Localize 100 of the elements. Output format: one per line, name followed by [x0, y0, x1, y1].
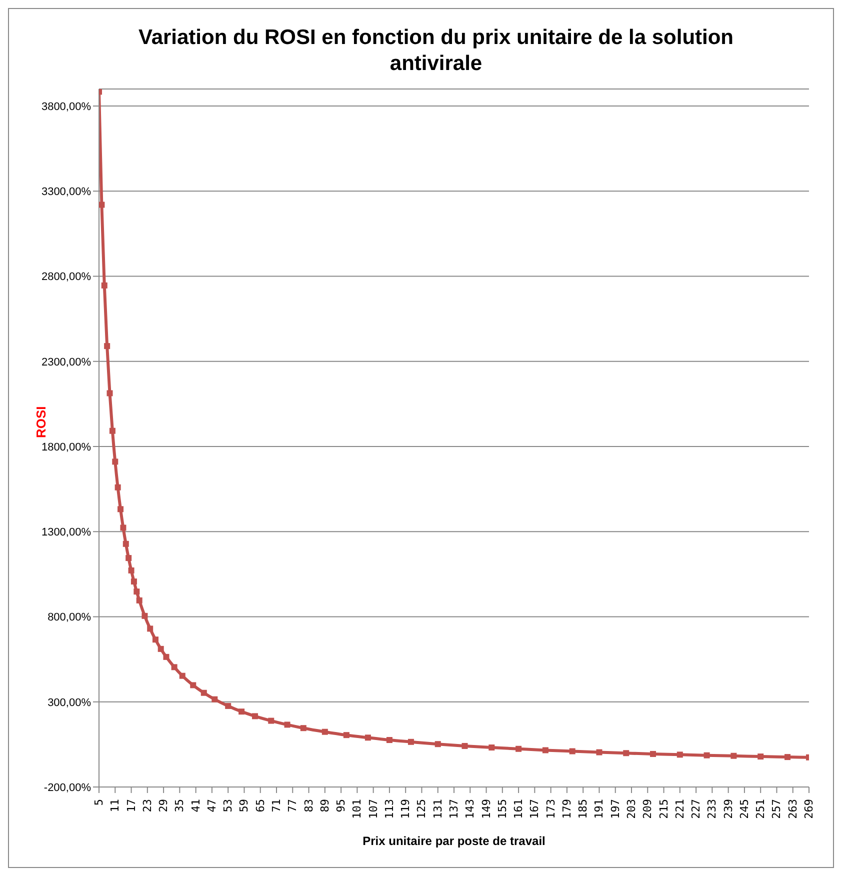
x-tick-label: 77	[286, 799, 300, 812]
point	[386, 737, 392, 744]
y-tick-label: 300,00%	[48, 696, 92, 709]
point	[596, 749, 602, 756]
point	[516, 746, 522, 752]
x-tick-label: 65	[254, 799, 267, 812]
x-tick-label: 179	[560, 799, 574, 819]
x-tick-label: 269	[802, 799, 816, 819]
x-tick-label: 245	[738, 799, 751, 819]
point	[623, 750, 630, 756]
x-tick-label: 5	[92, 799, 106, 806]
point	[109, 428, 116, 434]
point	[128, 567, 134, 574]
x-tick-label: 185	[576, 799, 590, 819]
x-tick-label: 191	[592, 799, 606, 819]
point	[322, 728, 328, 735]
point	[101, 282, 108, 288]
x-tick-label: 35	[173, 799, 186, 812]
x-tick-label: 11	[108, 799, 122, 812]
point	[147, 626, 154, 632]
point	[408, 738, 414, 745]
x-tick-label: 257	[770, 799, 784, 819]
x-tick-label: 173	[544, 799, 558, 819]
x-tick-label: 119	[399, 799, 412, 819]
y-tick-label: 3300,00%	[41, 186, 92, 198]
x-tick-label: 17	[124, 799, 138, 812]
x-tick-label: 113	[382, 799, 396, 819]
chart-title: Variation du ROSI en fonction du prix unitaire de la solution antivirale	[137, 25, 735, 77]
point	[758, 754, 764, 760]
point	[676, 752, 683, 758]
point	[225, 702, 232, 709]
point	[112, 458, 118, 465]
x-tick-label: 95	[334, 799, 348, 812]
x-tick-label: 233	[706, 799, 719, 819]
point	[130, 578, 137, 585]
x-tick-label: 137	[448, 799, 460, 819]
point	[114, 484, 121, 490]
point	[268, 718, 274, 724]
x-tick-label: 167	[528, 799, 542, 819]
point	[142, 612, 148, 619]
point	[136, 597, 142, 604]
point	[122, 540, 129, 547]
point	[434, 741, 441, 748]
point	[163, 654, 170, 660]
x-tick-label: 59	[238, 799, 251, 812]
point	[104, 343, 110, 350]
x-tick-label: 107	[366, 799, 380, 819]
y-tick-label: 3800,00%	[41, 100, 92, 113]
point	[238, 708, 245, 715]
point	[190, 682, 196, 688]
point	[704, 752, 710, 758]
x-tick-label: 41	[189, 799, 202, 812]
x-tick-label: 125	[415, 799, 428, 819]
point	[158, 646, 164, 652]
point	[300, 725, 306, 732]
x-tick-label: 221	[673, 799, 686, 819]
x-tick-label: 53	[222, 799, 235, 812]
point	[126, 555, 132, 562]
point	[343, 732, 350, 738]
point	[364, 734, 371, 741]
point	[650, 750, 656, 757]
x-tick-label: 149	[480, 799, 493, 819]
y-tick-label: 2300,00%	[41, 356, 92, 368]
point	[200, 690, 207, 696]
x-tick-label: 83	[302, 799, 316, 812]
y-tick-label: 800,00%	[48, 612, 92, 624]
y-tick-label: -200,00%	[44, 782, 92, 794]
x-tick-label: 239	[722, 799, 735, 819]
point	[569, 748, 576, 754]
point	[99, 202, 105, 208]
point	[152, 636, 158, 643]
x-tick-label: 251	[754, 799, 768, 819]
point	[542, 747, 548, 754]
x-tick-label: 203	[625, 799, 638, 819]
point	[118, 506, 124, 512]
x-tick-label: 227	[690, 799, 703, 819]
y-tick-label: 1300,00%	[41, 526, 92, 539]
x-tick-label: 29	[157, 799, 170, 812]
x-tick-label: 131	[431, 799, 444, 819]
point	[212, 696, 218, 702]
point	[488, 744, 495, 751]
point	[252, 713, 258, 720]
x-tick-label: 101	[350, 799, 364, 819]
point	[134, 588, 140, 595]
y-tick-label: 1800,00%	[41, 441, 92, 454]
point	[284, 722, 290, 728]
x-tick-label: 155	[496, 799, 509, 819]
point	[171, 664, 178, 670]
point	[462, 742, 468, 749]
point	[120, 524, 126, 531]
y-axis-title: ROSI	[34, 406, 49, 438]
x-tick-label: 263	[786, 799, 800, 819]
point	[784, 754, 790, 760]
x-tick-label: 143	[464, 799, 477, 819]
x-tick-label: 215	[657, 799, 670, 819]
x-tick-label: 47	[205, 799, 218, 812]
x-tick-label: 197	[608, 799, 622, 819]
y-tick-label: 2800,00%	[41, 271, 92, 284]
x-axis-title: Prix unitaire par poste de travail	[362, 834, 546, 848]
point	[730, 752, 737, 759]
